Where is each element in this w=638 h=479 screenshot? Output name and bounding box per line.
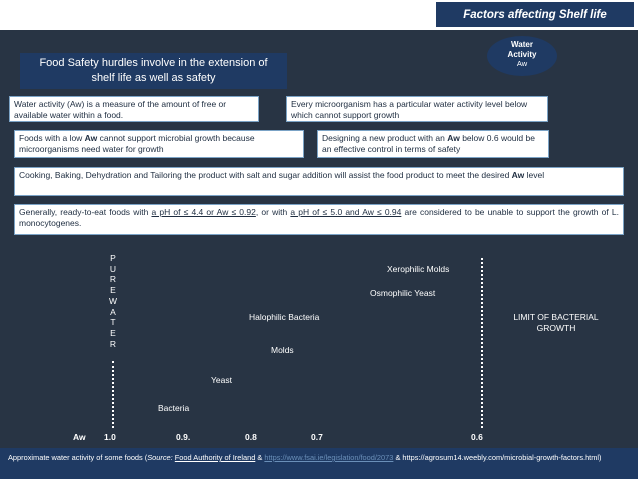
aw-definition-box: Water activity (Aw) is a measure of the … xyxy=(9,96,259,122)
water-activity-badge: Water Activity Aw xyxy=(487,36,557,76)
cooking-text-post: level xyxy=(524,170,545,180)
aw-tick-0-7: 0.7 xyxy=(311,432,323,442)
aw-axis-label: Aw xyxy=(73,432,86,442)
yeast-label: Yeast xyxy=(211,375,232,385)
rte-text-2: , or with xyxy=(255,207,291,217)
limit-bacterial-growth-label: LIMIT OF BACTERIAL GROWTH xyxy=(513,312,599,333)
footer-amp-1: & xyxy=(255,453,265,462)
slide-title: Factors affecting Shelf life xyxy=(436,2,634,27)
header-bar: Factors affecting Shelf life xyxy=(0,0,638,30)
ready-to-eat-box: Generally, ready-to-eat foods with a pH … xyxy=(14,204,624,235)
aw-tick-0-6: 0.6 xyxy=(471,432,483,442)
pure-water-letter: T xyxy=(110,317,116,328)
design-product-box: Designing a new product with an Aw below… xyxy=(317,130,549,158)
aw-tick-0-9: 0.9. xyxy=(176,432,191,442)
cooking-box: Cooking, Baking, Dehydration and Tailori… xyxy=(14,167,624,196)
xerophilic-molds-label: Xerophilic Molds xyxy=(387,264,450,274)
rte-condition-2: a pH of ≤ 5.0 and Aw ≤ 0.94 xyxy=(290,207,402,217)
rte-condition-1: a pH of ≤ 4.4 or Aw ≤ 0.92 xyxy=(151,207,256,217)
design-text-post: below 0.6 would be an effective control … xyxy=(322,133,535,154)
title-box: Food Safety hurdles involve in the exten… xyxy=(20,53,287,89)
molds-label: Molds xyxy=(271,345,294,355)
cooking-text-pre: Cooking, Baking, Dehydration and Tailori… xyxy=(19,170,512,180)
limit-dotted-line xyxy=(481,258,483,428)
low-aw-text-pre: Foods with a low xyxy=(19,133,85,143)
low-aw-box: Foods with a low Aw cannot support micro… xyxy=(14,130,304,158)
pure-water-letter: P xyxy=(110,253,116,263)
water-activity-diagram: P U R E W A T E R Xerophilic Molds Osmop… xyxy=(0,246,638,446)
pure-water-dotted-line xyxy=(112,361,114,428)
footer-source: Approximate water activity of some foods… xyxy=(0,448,638,479)
aw-tick-1-0: 1.0 xyxy=(104,432,116,442)
footer-text-pre: Approximate water activity of some foods… xyxy=(8,453,148,462)
pure-water-letter: R xyxy=(109,338,117,349)
pure-water-letter: E xyxy=(110,285,116,296)
badge-line-3: Aw xyxy=(516,59,528,68)
osmophilic-yeast-label: Osmophilic Yeast xyxy=(370,288,436,298)
microorganism-definition-text: Every microorganism has a particular wat… xyxy=(291,99,528,120)
pure-water-letter: A xyxy=(110,306,116,317)
design-text-bold: Aw xyxy=(447,133,460,143)
low-aw-text-bold: Aw xyxy=(84,133,98,143)
cooking-text-bold: Aw xyxy=(511,170,525,180)
bacteria-label: Bacteria xyxy=(158,403,190,413)
aw-tick-0-8: 0.8 xyxy=(245,432,257,442)
footer-source-label: Source: xyxy=(147,453,173,462)
low-aw-text-post: cannot support microbial growth because … xyxy=(19,133,255,154)
footer-link-fsai[interactable]: https://www.fsai.ie/legislation/food/207… xyxy=(264,453,394,462)
footer-amp-2: & https://agrosum14.weebly.com/microbial… xyxy=(393,453,602,462)
microorganism-definition-box: Every microorganism has a particular wat… xyxy=(286,96,548,122)
rte-text-1: Generally, ready-to-eat foods with xyxy=(19,207,152,217)
design-text-pre: Designing a new product with an xyxy=(322,133,448,143)
pure-water-letter: W xyxy=(109,295,118,306)
title-line-1: Food Safety hurdles involve in the exten… xyxy=(39,57,268,69)
pure-water-letter: E xyxy=(110,327,116,338)
badge-line-2: Activity xyxy=(507,49,537,59)
title-line-2: shelf life as well as safety xyxy=(91,72,216,84)
rte-text-3: are considered to be unable to support t… xyxy=(19,207,619,228)
halophilic-bacteria-label: Halophilic Bacteria xyxy=(249,312,320,322)
pure-water-label: P U R E W A T E R xyxy=(109,253,117,349)
pure-water-letter: U xyxy=(109,263,117,274)
aw-definition-text: Water activity (Aw) is a measure of the … xyxy=(14,99,227,120)
badge-line-1: Water xyxy=(511,40,533,49)
pure-water-letter: R xyxy=(109,274,117,285)
footer-link-food-authority[interactable]: Food Authority of Ireland xyxy=(174,453,256,462)
